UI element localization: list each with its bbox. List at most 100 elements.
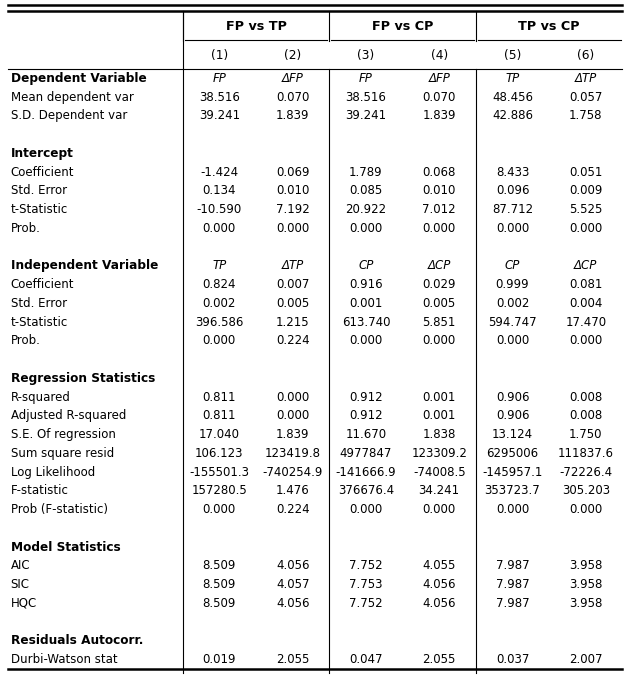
Text: HQC: HQC bbox=[11, 597, 37, 610]
Text: 1.215: 1.215 bbox=[276, 316, 309, 329]
Text: ΔTP: ΔTP bbox=[282, 260, 304, 273]
Text: 0.811: 0.811 bbox=[203, 391, 236, 403]
Text: 0.068: 0.068 bbox=[423, 165, 456, 178]
Text: (6): (6) bbox=[577, 49, 595, 62]
Text: (4): (4) bbox=[430, 49, 448, 62]
Text: 7.752: 7.752 bbox=[349, 597, 383, 610]
Text: 17.040: 17.040 bbox=[199, 428, 240, 441]
Text: -10.590: -10.590 bbox=[197, 203, 242, 216]
Text: 7.012: 7.012 bbox=[422, 203, 456, 216]
Text: 594.747: 594.747 bbox=[488, 316, 537, 329]
Text: 8.509: 8.509 bbox=[203, 597, 236, 610]
Text: 4.056: 4.056 bbox=[423, 597, 456, 610]
Text: 1.839: 1.839 bbox=[423, 109, 456, 122]
Text: 3.958: 3.958 bbox=[569, 597, 602, 610]
Text: 353723.7: 353723.7 bbox=[484, 484, 541, 498]
Text: TP vs CP: TP vs CP bbox=[518, 20, 580, 33]
Text: 0.047: 0.047 bbox=[349, 653, 382, 666]
Text: 20.922: 20.922 bbox=[345, 203, 386, 216]
Text: ΔFP: ΔFP bbox=[428, 72, 450, 85]
Text: Prob.: Prob. bbox=[11, 222, 40, 235]
Text: 2.055: 2.055 bbox=[423, 653, 456, 666]
Text: 39.241: 39.241 bbox=[199, 109, 240, 122]
Text: 0.000: 0.000 bbox=[496, 503, 529, 516]
Text: Adjusted R-squared: Adjusted R-squared bbox=[11, 410, 126, 422]
Text: FP vs TP: FP vs TP bbox=[226, 20, 287, 33]
Text: 0.000: 0.000 bbox=[423, 334, 456, 347]
Text: 0.008: 0.008 bbox=[569, 410, 602, 422]
Text: 0.906: 0.906 bbox=[496, 391, 529, 403]
Text: 0.085: 0.085 bbox=[349, 184, 382, 197]
Text: 48.456: 48.456 bbox=[492, 91, 533, 104]
Text: 13.124: 13.124 bbox=[492, 428, 533, 441]
Text: TP: TP bbox=[212, 260, 226, 273]
Text: 396.586: 396.586 bbox=[195, 316, 244, 329]
Text: 0.000: 0.000 bbox=[569, 334, 602, 347]
Text: Residuals Autocorr.: Residuals Autocorr. bbox=[11, 635, 143, 647]
Text: 1.750: 1.750 bbox=[569, 428, 602, 441]
Text: 0.005: 0.005 bbox=[423, 297, 456, 310]
Text: 157280.5: 157280.5 bbox=[192, 484, 247, 498]
Text: 34.241: 34.241 bbox=[419, 484, 460, 498]
Text: FP vs CP: FP vs CP bbox=[372, 20, 433, 33]
Text: 0.081: 0.081 bbox=[569, 278, 602, 291]
Text: 7.987: 7.987 bbox=[496, 597, 529, 610]
Text: 6295006: 6295006 bbox=[486, 447, 539, 460]
Text: Dependent Variable: Dependent Variable bbox=[11, 72, 146, 85]
Text: 1.758: 1.758 bbox=[569, 109, 602, 122]
Text: S.E. Of regression: S.E. Of regression bbox=[11, 428, 115, 441]
Text: 1.839: 1.839 bbox=[276, 428, 309, 441]
Text: R-squared: R-squared bbox=[11, 391, 71, 403]
Text: 0.001: 0.001 bbox=[349, 297, 382, 310]
Text: Sum square resid: Sum square resid bbox=[11, 447, 114, 460]
Text: 4.056: 4.056 bbox=[423, 578, 456, 591]
Text: Mean dependent var: Mean dependent var bbox=[11, 91, 134, 104]
Text: 4.055: 4.055 bbox=[423, 559, 456, 572]
Text: 2.007: 2.007 bbox=[569, 653, 602, 666]
Text: 0.000: 0.000 bbox=[569, 503, 602, 516]
Text: 0.009: 0.009 bbox=[569, 184, 602, 197]
Text: t-Statistic: t-Statistic bbox=[11, 316, 68, 329]
Text: 7.192: 7.192 bbox=[276, 203, 309, 216]
Text: Log Likelihood: Log Likelihood bbox=[11, 466, 95, 479]
Text: 7.753: 7.753 bbox=[349, 578, 382, 591]
Text: 0.224: 0.224 bbox=[276, 503, 309, 516]
Text: 87.712: 87.712 bbox=[492, 203, 533, 216]
Text: Std. Error: Std. Error bbox=[11, 297, 67, 310]
Text: 0.002: 0.002 bbox=[496, 297, 529, 310]
Text: (1): (1) bbox=[210, 49, 228, 62]
Text: ΔFP: ΔFP bbox=[282, 72, 304, 85]
Text: -74008.5: -74008.5 bbox=[413, 466, 466, 479]
Text: 17.470: 17.470 bbox=[565, 316, 606, 329]
Text: 0.000: 0.000 bbox=[423, 222, 456, 235]
Text: 0.051: 0.051 bbox=[569, 165, 602, 178]
Text: 7.987: 7.987 bbox=[496, 559, 529, 572]
Text: Intercept: Intercept bbox=[11, 147, 74, 160]
Text: 0.001: 0.001 bbox=[423, 391, 456, 403]
Text: 111837.6: 111837.6 bbox=[558, 447, 614, 460]
Text: 0.916: 0.916 bbox=[349, 278, 383, 291]
Text: 0.134: 0.134 bbox=[203, 184, 236, 197]
Text: 0.000: 0.000 bbox=[349, 222, 382, 235]
Text: 0.000: 0.000 bbox=[496, 334, 529, 347]
Text: Model Statistics: Model Statistics bbox=[11, 540, 120, 554]
Text: 305.203: 305.203 bbox=[562, 484, 610, 498]
Text: 0.001: 0.001 bbox=[423, 410, 456, 422]
Text: 0.906: 0.906 bbox=[496, 410, 529, 422]
Text: 4.057: 4.057 bbox=[276, 578, 309, 591]
Text: 0.999: 0.999 bbox=[496, 278, 529, 291]
Text: 0.096: 0.096 bbox=[496, 184, 529, 197]
Text: 3.958: 3.958 bbox=[569, 578, 602, 591]
Text: Regression Statistics: Regression Statistics bbox=[11, 372, 155, 385]
Text: 0.224: 0.224 bbox=[276, 334, 309, 347]
Text: 38.516: 38.516 bbox=[345, 91, 386, 104]
Text: Coefficient: Coefficient bbox=[11, 278, 74, 291]
Text: TP: TP bbox=[505, 72, 520, 85]
Text: 0.000: 0.000 bbox=[423, 503, 456, 516]
Text: (3): (3) bbox=[357, 49, 375, 62]
Text: ΔCP: ΔCP bbox=[428, 260, 451, 273]
Text: t-Statistic: t-Statistic bbox=[11, 203, 68, 216]
Text: (5): (5) bbox=[504, 49, 521, 62]
Text: 7.987: 7.987 bbox=[496, 578, 529, 591]
Text: ΔCP: ΔCP bbox=[574, 260, 597, 273]
